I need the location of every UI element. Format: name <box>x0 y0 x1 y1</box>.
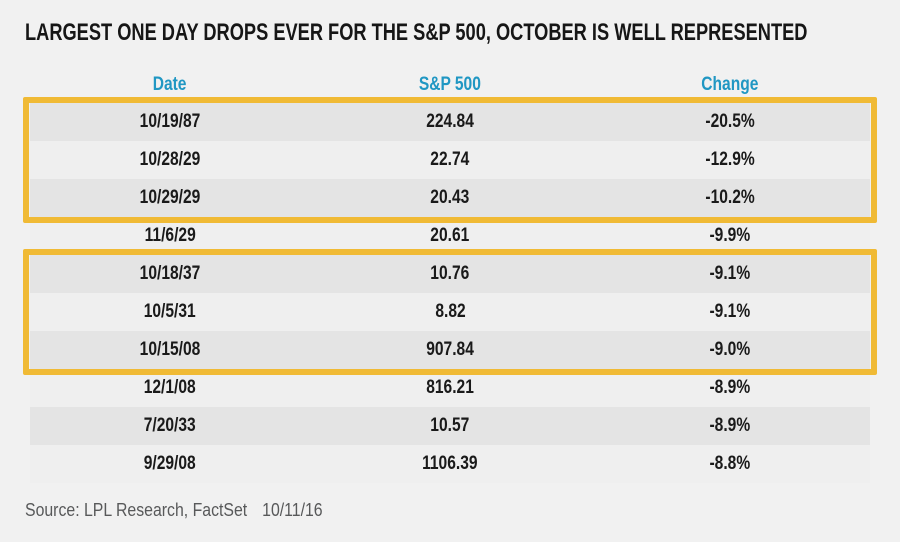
source-attribution: Source: LPL Research, FactSet 10/11/16 <box>25 500 323 521</box>
change-cell: -8.8% <box>709 453 751 474</box>
date-cell: 7/20/33 <box>144 415 196 436</box>
date-cell: 10/29/29 <box>139 187 201 208</box>
table-row: 12/1/08 816.21 -8.9% <box>30 369 870 407</box>
table-row: 10/18/37 10.76 -9.1% <box>30 255 870 293</box>
column-header-sp500: S&P 500 <box>310 70 590 100</box>
change-cell: -9.1% <box>709 263 751 284</box>
change-cell: -9.0% <box>709 339 751 360</box>
sp500-cell: 816.21 <box>426 377 474 398</box>
change-cell: -9.9% <box>709 225 751 246</box>
date-cell: 12/1/08 <box>144 377 196 398</box>
table-body: 10/19/87 224.84 -20.5% 10/28/29 22.74 -1… <box>30 103 870 483</box>
table-row: 10/19/87 224.84 -20.5% <box>30 103 870 141</box>
sp500-cell: 10.76 <box>430 263 470 284</box>
date-cell: 10/15/08 <box>139 339 201 360</box>
sp500-cell: 8.82 <box>434 301 466 322</box>
sp500-cell: 907.84 <box>426 339 474 360</box>
column-header-date-label: Date <box>153 74 187 95</box>
date-cell: 10/28/29 <box>139 149 201 170</box>
column-header-date: Date <box>30 70 310 100</box>
date-cell: 11/6/29 <box>144 225 196 246</box>
sp500-cell: 22.74 <box>430 149 470 170</box>
date-cell: 10/19/87 <box>139 111 201 132</box>
column-header-change-label: Change <box>701 74 759 95</box>
sp500-cell: 20.61 <box>430 225 470 246</box>
sp500-cell: 20.43 <box>430 187 470 208</box>
change-cell: -9.1% <box>709 301 751 322</box>
column-header-change: Change <box>590 70 870 100</box>
table-header-row: Date S&P 500 Change <box>30 70 870 100</box>
column-header-sp500-label: S&P 500 <box>418 74 482 95</box>
table-row: 10/29/29 20.43 -10.2% <box>30 179 870 217</box>
sp500-cell: 10.57 <box>430 415 470 436</box>
source-date: 10/11/16 <box>262 500 323 520</box>
sp500-cell: 1106.39 <box>422 453 478 474</box>
change-cell: -8.9% <box>709 415 751 436</box>
date-cell: 10/18/37 <box>139 263 201 284</box>
table-row: 7/20/33 10.57 -8.9% <box>30 407 870 445</box>
sp500-cell: 224.84 <box>426 111 474 132</box>
change-cell: -8.9% <box>709 377 751 398</box>
table-row: 10/28/29 22.74 -12.9% <box>30 141 870 179</box>
date-cell: 9/29/08 <box>144 453 196 474</box>
change-cell: -12.9% <box>705 149 755 170</box>
date-cell: 10/5/31 <box>144 301 196 322</box>
table-row: 9/29/08 1106.39 -8.8% <box>30 445 870 483</box>
change-cell: -20.5% <box>705 111 755 132</box>
change-cell: -10.2% <box>705 187 755 208</box>
table-row: 10/15/08 907.84 -9.0% <box>30 331 870 369</box>
figure-title: LARGEST ONE DAY DROPS EVER FOR THE S&P 5… <box>25 19 808 46</box>
source-label: Source: LPL Research, FactSet <box>25 500 248 520</box>
table-row: 10/5/31 8.82 -9.1% <box>30 293 870 331</box>
table-row: 11/6/29 20.61 -9.9% <box>30 217 870 255</box>
